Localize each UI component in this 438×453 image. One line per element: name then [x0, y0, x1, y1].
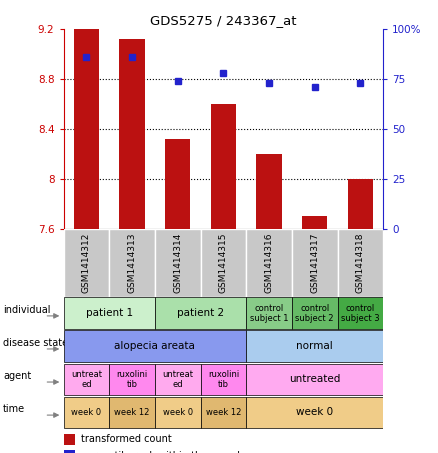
Bar	[109, 363, 155, 395]
Text: control
subject 2: control subject 2	[296, 304, 334, 323]
Bar	[338, 297, 383, 329]
Bar	[64, 297, 155, 329]
Text: ruxolini
tib: ruxolini tib	[208, 370, 239, 389]
Bar	[155, 297, 246, 329]
Text: ruxolini
tib: ruxolini tib	[117, 370, 148, 389]
Bar	[338, 229, 383, 297]
Text: time: time	[3, 404, 25, 414]
Text: disease state: disease state	[3, 338, 68, 348]
Text: untreat
ed: untreat ed	[162, 370, 193, 389]
Bar	[246, 229, 292, 297]
Bar	[120, 39, 145, 229]
Text: patient 1: patient 1	[85, 308, 133, 318]
Bar	[64, 450, 75, 453]
Bar	[246, 297, 292, 329]
Bar	[165, 139, 190, 229]
Bar	[201, 363, 246, 395]
Text: week 12: week 12	[114, 408, 150, 417]
Text: agent: agent	[3, 371, 32, 381]
Text: GSM1414314: GSM1414314	[173, 232, 182, 293]
Text: alopecia areata: alopecia areata	[114, 341, 195, 352]
Bar	[64, 229, 109, 297]
Bar	[109, 396, 155, 429]
Bar	[155, 229, 201, 297]
Text: transformed count: transformed count	[81, 434, 172, 444]
Text: GSM1414315: GSM1414315	[219, 232, 228, 293]
Bar	[292, 229, 338, 297]
Bar	[64, 330, 246, 362]
Text: GSM1414313: GSM1414313	[127, 232, 137, 293]
Bar	[257, 154, 282, 229]
Text: week 0: week 0	[71, 408, 102, 417]
Bar	[302, 217, 327, 229]
Text: week 12: week 12	[206, 408, 241, 417]
Text: GSM1414312: GSM1414312	[82, 232, 91, 293]
Bar	[64, 434, 75, 445]
Bar	[292, 297, 338, 329]
Bar	[74, 29, 99, 229]
Text: week 0: week 0	[162, 408, 193, 417]
Bar	[246, 330, 383, 362]
Text: individual: individual	[3, 305, 51, 315]
Text: GSM1414316: GSM1414316	[265, 232, 274, 293]
Text: GSM1414317: GSM1414317	[310, 232, 319, 293]
Bar	[201, 229, 246, 297]
Text: untreat
ed: untreat ed	[71, 370, 102, 389]
Bar	[201, 396, 246, 429]
Bar	[64, 396, 109, 429]
Text: normal: normal	[297, 341, 333, 352]
Text: untreated: untreated	[289, 374, 340, 385]
Text: control
subject 1: control subject 1	[250, 304, 288, 323]
Bar	[64, 363, 109, 395]
Text: control
subject 3: control subject 3	[341, 304, 380, 323]
Text: percentile rank within the sample: percentile rank within the sample	[81, 451, 246, 453]
Text: week 0: week 0	[296, 407, 333, 418]
Bar	[109, 229, 155, 297]
Bar	[348, 179, 373, 229]
Bar	[246, 396, 383, 429]
Bar	[211, 104, 236, 229]
Bar	[155, 363, 201, 395]
Text: GSM1414318: GSM1414318	[356, 232, 365, 293]
Text: patient 2: patient 2	[177, 308, 224, 318]
Title: GDS5275 / 243367_at: GDS5275 / 243367_at	[150, 14, 297, 27]
Bar	[246, 363, 383, 395]
Bar	[155, 396, 201, 429]
